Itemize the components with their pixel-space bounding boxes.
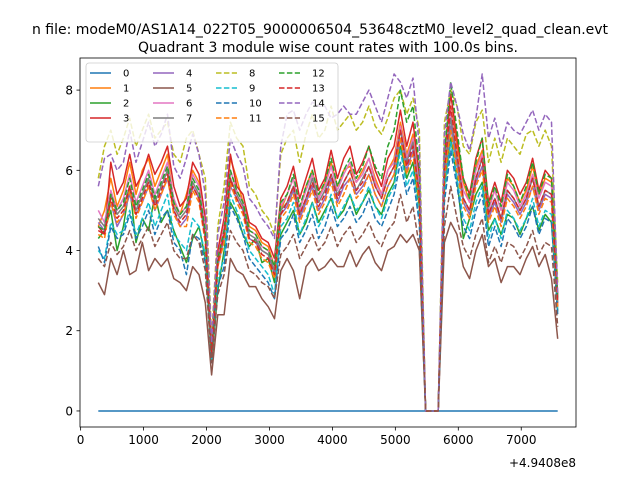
legend-label-5: 5 bbox=[186, 84, 192, 95]
legend-label-4: 4 bbox=[186, 69, 192, 80]
x-tick-label: 5000 bbox=[380, 433, 411, 447]
x-offset-label: +4.9408e8 bbox=[509, 456, 576, 470]
legend-label-6: 6 bbox=[186, 99, 192, 110]
y-tick-label: 0 bbox=[65, 404, 73, 418]
legend-label-9: 9 bbox=[249, 84, 255, 95]
legend-box bbox=[85, 62, 339, 143]
legend-label-3: 3 bbox=[123, 114, 129, 125]
series-line-5 bbox=[97, 221, 559, 412]
x-tick-label: 7000 bbox=[506, 433, 537, 447]
x-axis: 0 1000 2000 3000 4000 5000 6000 7000 bbox=[77, 427, 537, 447]
legend-label-14: 14 bbox=[312, 99, 325, 110]
series-line-8 bbox=[97, 89, 559, 412]
y-tick-label: 4 bbox=[65, 244, 73, 258]
y-tick-label: 2 bbox=[65, 324, 73, 338]
series-line-10 bbox=[97, 149, 559, 412]
legend-label-2: 2 bbox=[123, 99, 129, 110]
x-tick-label: 4000 bbox=[317, 433, 348, 447]
x-tick-label: 1000 bbox=[128, 433, 159, 447]
series-line-15 bbox=[97, 185, 559, 412]
series-layer bbox=[97, 73, 559, 412]
series-line-13 bbox=[97, 105, 559, 412]
legend-label-11: 11 bbox=[249, 114, 262, 125]
legend-label-1: 1 bbox=[123, 84, 129, 95]
y-tick-label: 8 bbox=[65, 84, 73, 98]
y-axis: 0 2 4 6 8 bbox=[65, 84, 80, 418]
legend-label-15: 15 bbox=[312, 114, 325, 125]
series-line-6 bbox=[97, 109, 559, 412]
x-tick-label: 0 bbox=[77, 433, 85, 447]
legend-label-0: 0 bbox=[123, 69, 129, 80]
x-tick-label: 3000 bbox=[254, 433, 285, 447]
chart-suptitle: n file: modeM0/AS1A14_022T05_9000006504_… bbox=[32, 22, 609, 38]
series-line-11 bbox=[97, 129, 559, 412]
x-tick-label: 6000 bbox=[443, 433, 474, 447]
legend-label-13: 13 bbox=[312, 84, 325, 95]
y-tick-label: 6 bbox=[65, 164, 73, 178]
legend-label-8: 8 bbox=[249, 69, 255, 80]
legend-label-7: 7 bbox=[186, 114, 192, 125]
series-line-12 bbox=[97, 81, 559, 412]
legend-label-10: 10 bbox=[249, 99, 262, 110]
legend-label-12: 12 bbox=[312, 69, 325, 80]
series-line-14 bbox=[97, 73, 559, 412]
series-line-9 bbox=[97, 141, 559, 412]
x-tick-label: 2000 bbox=[191, 433, 222, 447]
axes-border bbox=[79, 57, 577, 428]
chart-title: Quadrant 3 module wise count rates with … bbox=[138, 40, 518, 56]
